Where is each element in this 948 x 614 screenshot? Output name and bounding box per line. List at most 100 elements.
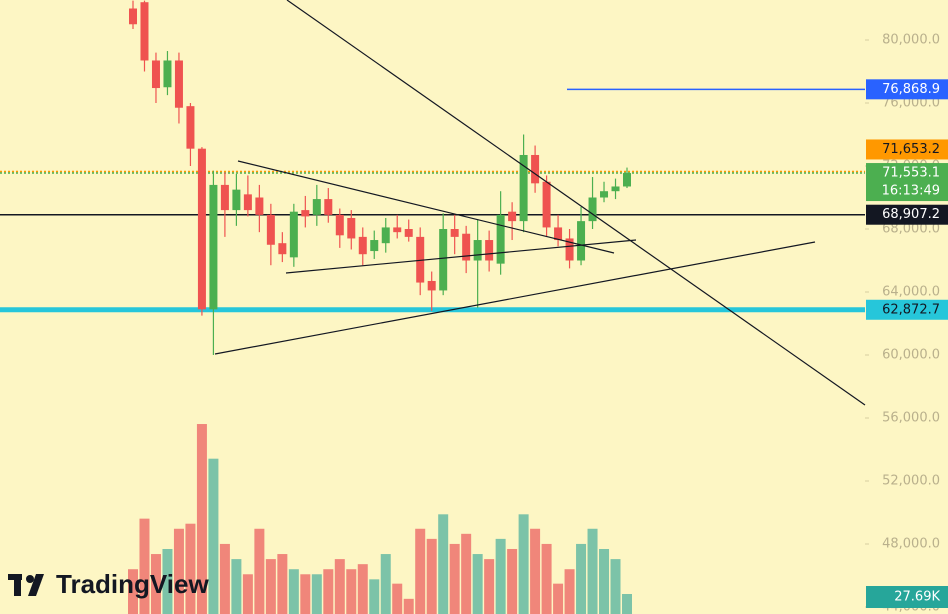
- volume-bar: [231, 559, 242, 614]
- volume-bar: [196, 424, 207, 614]
- candle-body: [312, 199, 321, 215]
- candle-body: [600, 191, 609, 198]
- y-tick-label: 80,000.0: [882, 33, 940, 48]
- volume-bar: [219, 543, 230, 614]
- candle-body: [186, 106, 195, 149]
- candle-body: [140, 2, 149, 61]
- volume-bar: [128, 569, 138, 614]
- volume-bar: [530, 528, 541, 614]
- trend-line: [214, 241, 816, 355]
- logo-mark: [26, 575, 34, 583]
- trend-lines: [214, 0, 866, 406]
- price-label: 62,872.7: [882, 302, 940, 317]
- y-tick-label: 68,000.0: [882, 222, 940, 237]
- volume-bar: [185, 523, 196, 614]
- volume-bar: [300, 574, 311, 614]
- logo: TradingView: [8, 569, 209, 599]
- volume-bar: [311, 574, 322, 614]
- volume-label-box: [866, 586, 948, 608]
- candle-body: [577, 221, 586, 261]
- volume-bar: [277, 554, 288, 614]
- candle-body: [473, 240, 482, 261]
- candle-body: [416, 236, 425, 283]
- volume-bar: [438, 514, 449, 614]
- candle-body: [427, 280, 436, 291]
- volume-bar: [495, 538, 506, 614]
- candle-body: [404, 229, 413, 237]
- candle-body: [347, 217, 356, 239]
- volume-bar: [173, 528, 184, 614]
- volume-bar: [576, 543, 587, 614]
- volume-bar: [357, 564, 368, 614]
- volume-bar: [392, 583, 403, 614]
- candle-body: [358, 236, 367, 255]
- candle-body: [611, 186, 620, 192]
- candle-body: [462, 233, 471, 261]
- volume-bar: [449, 543, 460, 614]
- price-label: 71,553.1: [882, 166, 940, 181]
- price-label: 71,653.2: [882, 142, 940, 157]
- volume-bar: [415, 528, 426, 614]
- volume-bar: [288, 569, 299, 614]
- candle-body: [508, 211, 517, 222]
- logo-mark: [14, 574, 21, 596]
- label-layer: 76,868.9 71,653.2 71,553.1 16:13:49 68,907.2…: [866, 79, 948, 608]
- volume-bar: [622, 593, 632, 614]
- candle-body: [565, 238, 574, 261]
- volume-bar: [507, 548, 518, 614]
- candle-body: [324, 199, 333, 215]
- volume-label: 27.69K: [894, 590, 940, 605]
- volume-bar: [564, 569, 575, 614]
- volume-bar: [541, 543, 552, 614]
- candle-body: [209, 184, 218, 310]
- candle-body: [278, 243, 287, 255]
- candle-body: [335, 214, 344, 236]
- candle-body: [243, 194, 252, 211]
- trend-line: [237, 160, 615, 254]
- y-tick-label: 56,000.0: [882, 411, 940, 426]
- level-layer: [0, 88, 865, 313]
- candle-body: [496, 214, 505, 264]
- volume-bar: [553, 583, 564, 614]
- candle-body: [197, 148, 206, 310]
- trend-line: [285, 239, 637, 274]
- volume-bar: [380, 554, 391, 614]
- candle-body: [542, 181, 551, 228]
- volume-bar: [518, 514, 529, 614]
- volume-bar: [484, 559, 495, 614]
- candle-body: [301, 210, 310, 217]
- volume-bar: [162, 548, 173, 614]
- volume-bar: [426, 538, 437, 614]
- candle-body: [289, 211, 298, 258]
- candle-body: [450, 229, 459, 237]
- logo-text: TradingView: [56, 569, 209, 599]
- y-tick-label: 48,000.0: [882, 537, 940, 552]
- price-label-box: [866, 204, 948, 225]
- volume-bar: [208, 458, 219, 614]
- candle-body: [151, 60, 160, 89]
- candle-body: [266, 214, 275, 245]
- y-tick-label: 52,000.0: [882, 474, 940, 489]
- volume-bar: [242, 574, 253, 614]
- candle-body: [220, 184, 229, 211]
- candle-layer: [129, 0, 631, 356]
- volume-bar: [150, 554, 161, 614]
- price-label: 76,868.9: [882, 82, 940, 97]
- countdown-label: 16:13:49: [882, 184, 940, 199]
- volume-bar: [369, 579, 380, 614]
- candle-body: [519, 154, 528, 222]
- candle-body: [531, 154, 540, 184]
- volume-bar: [472, 554, 483, 614]
- volume-bar: [139, 518, 150, 614]
- price-label-box: [866, 163, 948, 202]
- candle-body: [232, 189, 241, 211]
- candle-body: [163, 60, 172, 88]
- volume-bar: [323, 569, 334, 614]
- volume-bar: [346, 569, 357, 614]
- candle-body: [554, 227, 563, 241]
- volume-bar: [599, 548, 610, 614]
- volume-bar: [461, 533, 472, 614]
- price-label-box: [866, 299, 948, 320]
